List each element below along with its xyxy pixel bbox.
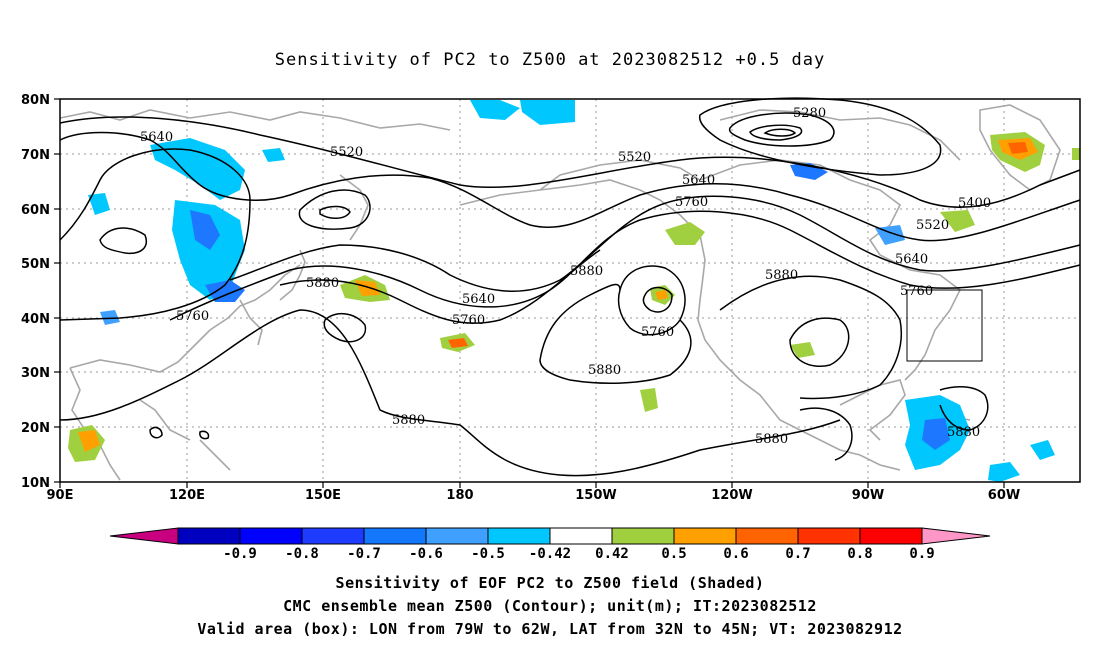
contour-label: 5880 <box>765 268 798 283</box>
lat-label: 60N <box>21 203 50 218</box>
tick-marks <box>54 98 1005 488</box>
lon-label: 180 <box>446 488 473 503</box>
colorbar-tick-label: 0.5 <box>661 546 686 562</box>
valid-area-box <box>906 289 983 362</box>
colorbar-tick-label: 0.9 <box>909 546 934 562</box>
colorbar-tick-label: -0.8 <box>285 546 319 562</box>
contour-label: 5880 <box>755 432 788 447</box>
contour-label: 5520 <box>618 150 651 165</box>
lat-label: 40N <box>21 312 50 327</box>
contour-label: 5760 <box>176 309 209 324</box>
colorbar-swatch <box>611 527 675 545</box>
lon-label: 150W <box>575 488 616 503</box>
colorbar-tick-label: -0.7 <box>347 546 381 562</box>
colorbar-tick-label: 0.6 <box>723 546 748 562</box>
contour-label: 5520 <box>330 145 363 160</box>
lat-label: 80N <box>21 93 50 108</box>
colorbar-swatch <box>487 527 551 545</box>
plot-title: Sensitivity of PC2 to Z500 at 2023082512… <box>274 50 826 70</box>
contour-label: 5760 <box>452 313 485 328</box>
colorbar-swatch <box>859 527 923 545</box>
contour-label: 5400 <box>958 196 991 211</box>
colorbar-swatch <box>239 527 303 545</box>
sensitivity-shading <box>68 100 1080 482</box>
lon-label: 120E <box>169 488 205 503</box>
colorbar-tick-label: -0.9 <box>223 546 257 562</box>
lon-label: 60W <box>988 488 1020 503</box>
lat-label: 30N <box>21 366 50 381</box>
lat-label: 50N <box>21 257 50 272</box>
map-border <box>59 98 1081 483</box>
z500-contours <box>59 97 1081 477</box>
colorbar-tick-label: 0.7 <box>785 546 810 562</box>
colorbar-tick-label: -0.6 <box>409 546 443 562</box>
footer-line-1: Sensitivity of EOF PC2 to Z500 field (Sh… <box>335 574 765 592</box>
lat-label: 70N <box>21 148 50 163</box>
lon-label: 120W <box>711 488 752 503</box>
colorbar <box>109 527 991 545</box>
contour-label: 5760 <box>641 325 674 340</box>
colorbar-tick-label: -0.5 <box>471 546 505 562</box>
colorbar-tick-label: 0.42 <box>595 546 629 562</box>
colorbar-left-triangle <box>109 527 179 545</box>
contour-labels: 5280 5400 5520 5520 5520 5640 5640 5640 … <box>140 106 991 447</box>
contour-label: 5880 <box>588 363 621 378</box>
contour-label: 5640 <box>895 252 928 267</box>
colorbar-tick-label: 0.8 <box>847 546 872 562</box>
latitude-labels: 80N 70N 60N 50N 40N 30N 20N 10N <box>21 93 50 491</box>
contour-label: 5880 <box>306 276 339 291</box>
lat-label: 20N <box>21 421 50 436</box>
colorbar-swatch <box>363 527 427 545</box>
lon-label: 90E <box>47 488 74 503</box>
lat-label: 10N <box>21 476 50 491</box>
colorbar-swatch <box>735 527 799 545</box>
colorbar-swatch <box>797 527 861 545</box>
contour-label: 5640 <box>140 130 173 145</box>
colorbar-labels: -0.9 -0.8 -0.7 -0.6 -0.5 -0.42 0.42 0.5 0.6 0.7 0.… <box>223 546 935 562</box>
lon-label: 90W <box>852 488 884 503</box>
footer-line-2: CMC ensemble mean Z500 (Contour); unit(m… <box>283 597 817 615</box>
colorbar-swatch <box>301 527 365 545</box>
contour-label: 5520 <box>916 218 949 233</box>
contour-label: 5640 <box>462 292 495 307</box>
footer-line-3: Valid area (box): LON from 79W to 62W, L… <box>197 620 903 638</box>
contour-label: 5640 <box>682 173 715 188</box>
colorbar-swatch <box>549 527 613 545</box>
colorbar-swatch <box>425 527 489 545</box>
colorbar-swatch <box>673 527 737 545</box>
longitude-labels: 90E 120E 150E 180 150W 120W 90W 60W <box>47 488 1021 503</box>
colorbar-tick-label: -0.42 <box>529 546 571 562</box>
contour-label: 5280 <box>793 106 826 121</box>
contour-label: 5880 <box>570 264 603 279</box>
contour-label: 5760 <box>900 284 933 299</box>
lon-label: 150E <box>305 488 341 503</box>
contour-label: 5880 <box>947 425 980 440</box>
colorbar-swatch <box>177 527 241 545</box>
colorbar-right-triangle <box>921 527 991 545</box>
contour-label: 5880 <box>392 413 425 428</box>
contour-label: 5760 <box>675 195 708 210</box>
